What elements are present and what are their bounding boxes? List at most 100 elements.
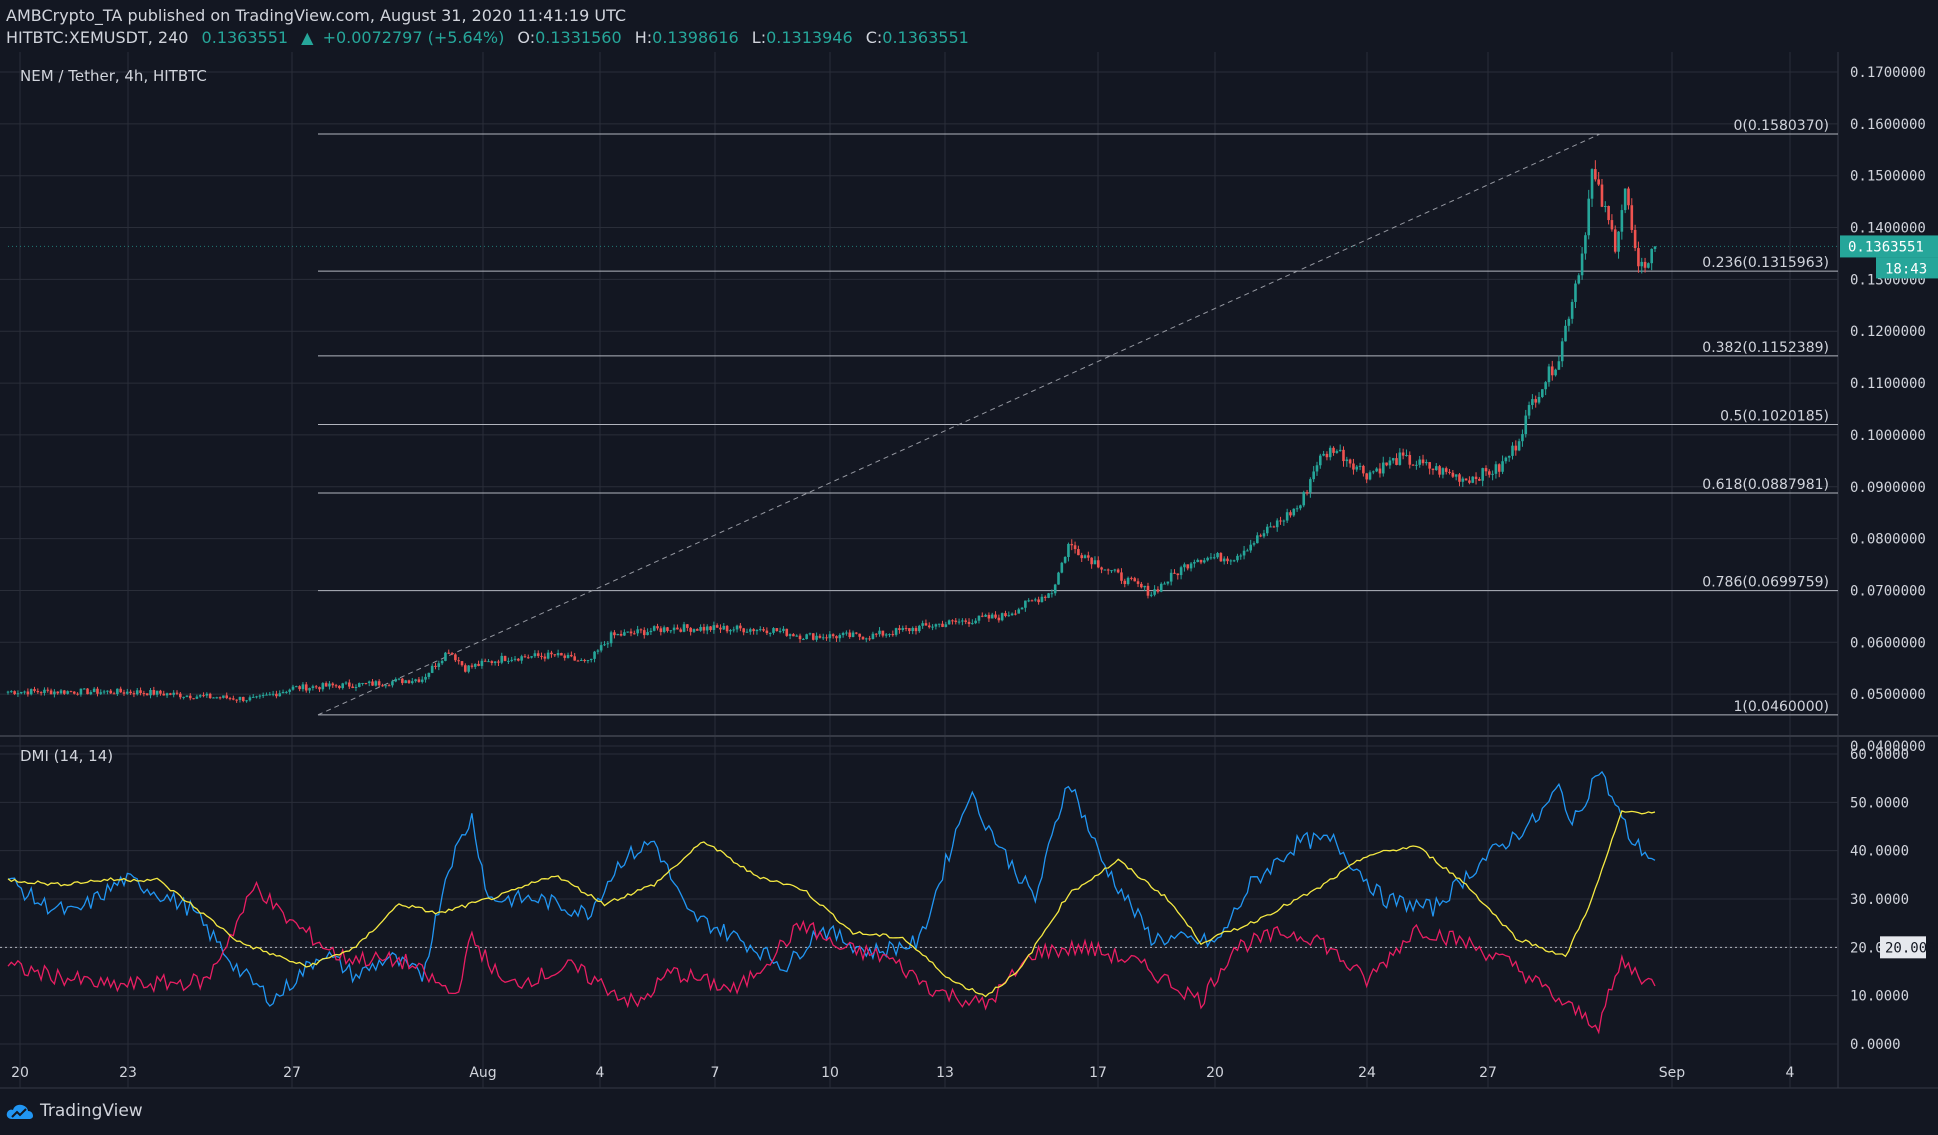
candle-body xyxy=(1130,577,1133,579)
candle-body xyxy=(742,628,745,633)
candle-body xyxy=(1096,560,1100,568)
time-axis-label: 27 xyxy=(1479,1065,1497,1081)
candle-body xyxy=(762,629,765,631)
candle-body xyxy=(377,681,381,686)
time-axis-label: 20 xyxy=(11,1065,29,1081)
candle-body xyxy=(142,693,146,695)
candle-body xyxy=(858,633,861,637)
candle-body xyxy=(1401,452,1405,456)
candle-body xyxy=(447,652,451,654)
candle-body xyxy=(464,665,467,672)
candle-body xyxy=(248,697,252,701)
fib-level-label: 0.382(0.1152389) xyxy=(1702,340,1829,356)
candle-body xyxy=(623,632,626,636)
candle-body xyxy=(1239,555,1243,557)
candle-body xyxy=(66,691,69,694)
candle-body xyxy=(785,628,789,636)
candle-body xyxy=(1335,451,1339,453)
dmi-line-adx xyxy=(7,810,1656,998)
candle-body xyxy=(1640,261,1644,267)
candle-body xyxy=(324,683,328,687)
candle-body xyxy=(295,686,298,688)
price-axis-label: 0.0400000 xyxy=(1850,739,1926,755)
candle-body xyxy=(1547,366,1551,383)
candle-body xyxy=(1156,589,1160,592)
fib-trend-line[interactable] xyxy=(317,133,1601,716)
candle-body xyxy=(1365,473,1368,480)
candle-body xyxy=(427,672,431,677)
symbol-label[interactable]: HITBTC:XEMUSDT, 240 xyxy=(6,28,189,47)
candle-body xyxy=(1014,613,1017,615)
candle-body xyxy=(1332,447,1335,453)
candle-body xyxy=(1544,382,1547,390)
candle-body xyxy=(367,681,371,684)
candle-body xyxy=(205,693,209,696)
candle-body xyxy=(1451,472,1455,477)
candle-body xyxy=(255,696,258,698)
candle-body xyxy=(1448,471,1451,473)
candle-body xyxy=(454,654,457,661)
candle-body xyxy=(851,632,855,638)
candle-body xyxy=(1580,253,1584,276)
dmi-line-di xyxy=(7,880,1656,1035)
time-axis-label: 4 xyxy=(1786,1065,1795,1081)
candle-body xyxy=(1053,584,1057,594)
candle-body xyxy=(556,653,560,656)
candle-body xyxy=(937,623,941,625)
candle-body xyxy=(1328,447,1332,458)
candle-body xyxy=(361,682,364,684)
candle-body xyxy=(1630,205,1634,230)
candle-body xyxy=(1309,479,1312,493)
candle-body xyxy=(881,630,885,636)
candle-body xyxy=(659,628,663,632)
candle-body xyxy=(1232,560,1236,562)
candle-body xyxy=(1057,572,1060,585)
candle-body xyxy=(1212,557,1216,559)
candle-body xyxy=(954,620,958,622)
candle-body xyxy=(580,660,583,662)
candle-body xyxy=(1488,471,1491,475)
candle-body xyxy=(285,691,288,693)
up-arrow-icon: ▲ xyxy=(301,28,314,47)
price-axis-label: 0.1000000 xyxy=(1850,428,1926,444)
candle-body xyxy=(1126,577,1130,585)
axes: 0.1700000 0.1600000 0.1500000 0.1400000 0.13… xyxy=(8,65,1938,1081)
candle-body xyxy=(1176,573,1180,576)
candle-body xyxy=(483,660,487,662)
candle-body xyxy=(215,697,219,699)
candle-body xyxy=(301,684,305,690)
candle-body xyxy=(16,693,20,695)
candle-body xyxy=(957,621,961,623)
candle-body xyxy=(1388,460,1392,466)
candle-body xyxy=(59,690,63,694)
candle-body xyxy=(901,628,905,630)
candle-body xyxy=(1219,553,1223,562)
candle-body xyxy=(232,698,235,700)
candle-body xyxy=(884,634,888,636)
candle-body xyxy=(410,681,414,684)
candle-body xyxy=(63,690,66,694)
fibonacci-retracement[interactable]: 0(0.1580370) 0.236(0.1315963) 0.382(0.1152… xyxy=(318,118,1838,716)
candle-body xyxy=(510,659,514,661)
open-value: 0.1331560 xyxy=(535,28,622,47)
close-value: 0.1363551 xyxy=(882,28,969,47)
candle-body xyxy=(374,681,378,686)
candle-body xyxy=(218,697,222,699)
candle-body xyxy=(79,688,83,695)
candle-body xyxy=(818,635,822,638)
candle-body xyxy=(918,625,921,632)
last-price: 0.1363551 xyxy=(201,28,289,47)
candle-body xyxy=(566,654,570,658)
candle-body xyxy=(1464,478,1468,481)
candle-body xyxy=(116,688,119,695)
candle-body xyxy=(437,663,441,667)
candle-body xyxy=(699,626,702,631)
candle-body xyxy=(526,657,530,659)
candle-body xyxy=(513,658,517,660)
candle-body xyxy=(848,632,852,638)
candle-body xyxy=(864,638,868,640)
tradingview-logo[interactable]: TradingView xyxy=(6,1098,143,1124)
candle-body xyxy=(546,652,550,659)
candle-body xyxy=(1087,555,1090,558)
